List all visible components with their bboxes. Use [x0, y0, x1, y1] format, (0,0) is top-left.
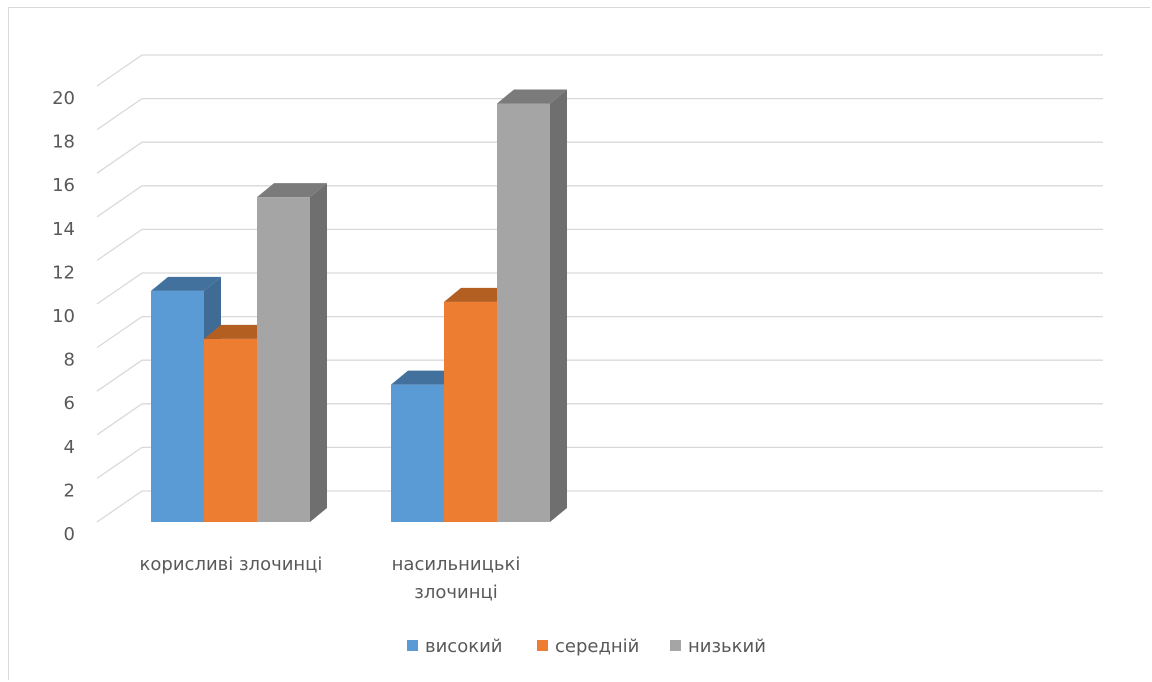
bar-front — [444, 301, 497, 522]
y-tick-label: 12 — [52, 262, 75, 283]
gridline-diagonal — [96, 490, 143, 523]
bar-top — [497, 89, 567, 104]
bar-side — [550, 89, 567, 522]
legend-label: низький — [688, 636, 766, 657]
bar-1-3 — [257, 183, 327, 522]
legend-item-2: середній — [537, 636, 639, 657]
legend-swatch — [537, 640, 548, 651]
legend-swatch — [670, 640, 681, 651]
bars — [151, 89, 567, 522]
gridline-diagonal — [96, 54, 143, 87]
legend-label: високий — [425, 636, 502, 657]
x-category-label: корисливі злочинці — [140, 554, 323, 575]
bar-front — [257, 197, 310, 522]
legend-item-3: низький — [670, 636, 766, 657]
bar-top — [151, 276, 221, 291]
y-tick-label: 18 — [52, 132, 75, 153]
gridline-diagonal — [96, 359, 143, 392]
gridline-diagonal — [96, 272, 143, 305]
bar-side — [310, 183, 327, 522]
x-axis-category-labels: корисливі злочинці насильницькі злочинці — [140, 554, 521, 603]
bar-top — [444, 287, 514, 302]
gridline-diagonal — [96, 185, 143, 218]
legend-label: середній — [555, 636, 639, 657]
bar-front — [391, 384, 444, 522]
y-tick-label: 8 — [64, 350, 75, 371]
gridline-diagonal — [96, 141, 143, 174]
gridline-diagonal — [96, 446, 143, 479]
gridline-diagonal — [96, 228, 143, 261]
bar-front — [151, 290, 204, 522]
y-tick-label: 14 — [52, 219, 75, 240]
y-axis-tick-labels: 0 2 4 6 8 10 12 14 16 18 20 — [52, 88, 75, 545]
legend-item-1: високий — [407, 636, 502, 657]
bar-top — [257, 183, 327, 198]
legend-swatch — [407, 640, 418, 651]
y-tick-label: 6 — [64, 393, 75, 414]
legend: високий середній низький — [407, 636, 766, 657]
y-tick-label: 10 — [52, 306, 75, 327]
y-tick-label: 4 — [64, 437, 75, 458]
y-tick-label: 0 — [64, 524, 75, 545]
bar-front — [497, 103, 550, 522]
bar-top — [391, 370, 461, 385]
x-category-label: насильницькі злочинці — [392, 554, 521, 603]
y-tick-label: 16 — [52, 175, 75, 196]
gridline-diagonal — [96, 98, 143, 131]
bar-front — [204, 338, 257, 522]
bar-top — [204, 324, 274, 339]
gridline-diagonal — [96, 316, 143, 349]
y-tick-label: 20 — [52, 88, 75, 109]
bar-2-3 — [497, 89, 567, 522]
gridline-diagonal — [96, 403, 143, 436]
y-tick-label: 2 — [64, 480, 75, 501]
